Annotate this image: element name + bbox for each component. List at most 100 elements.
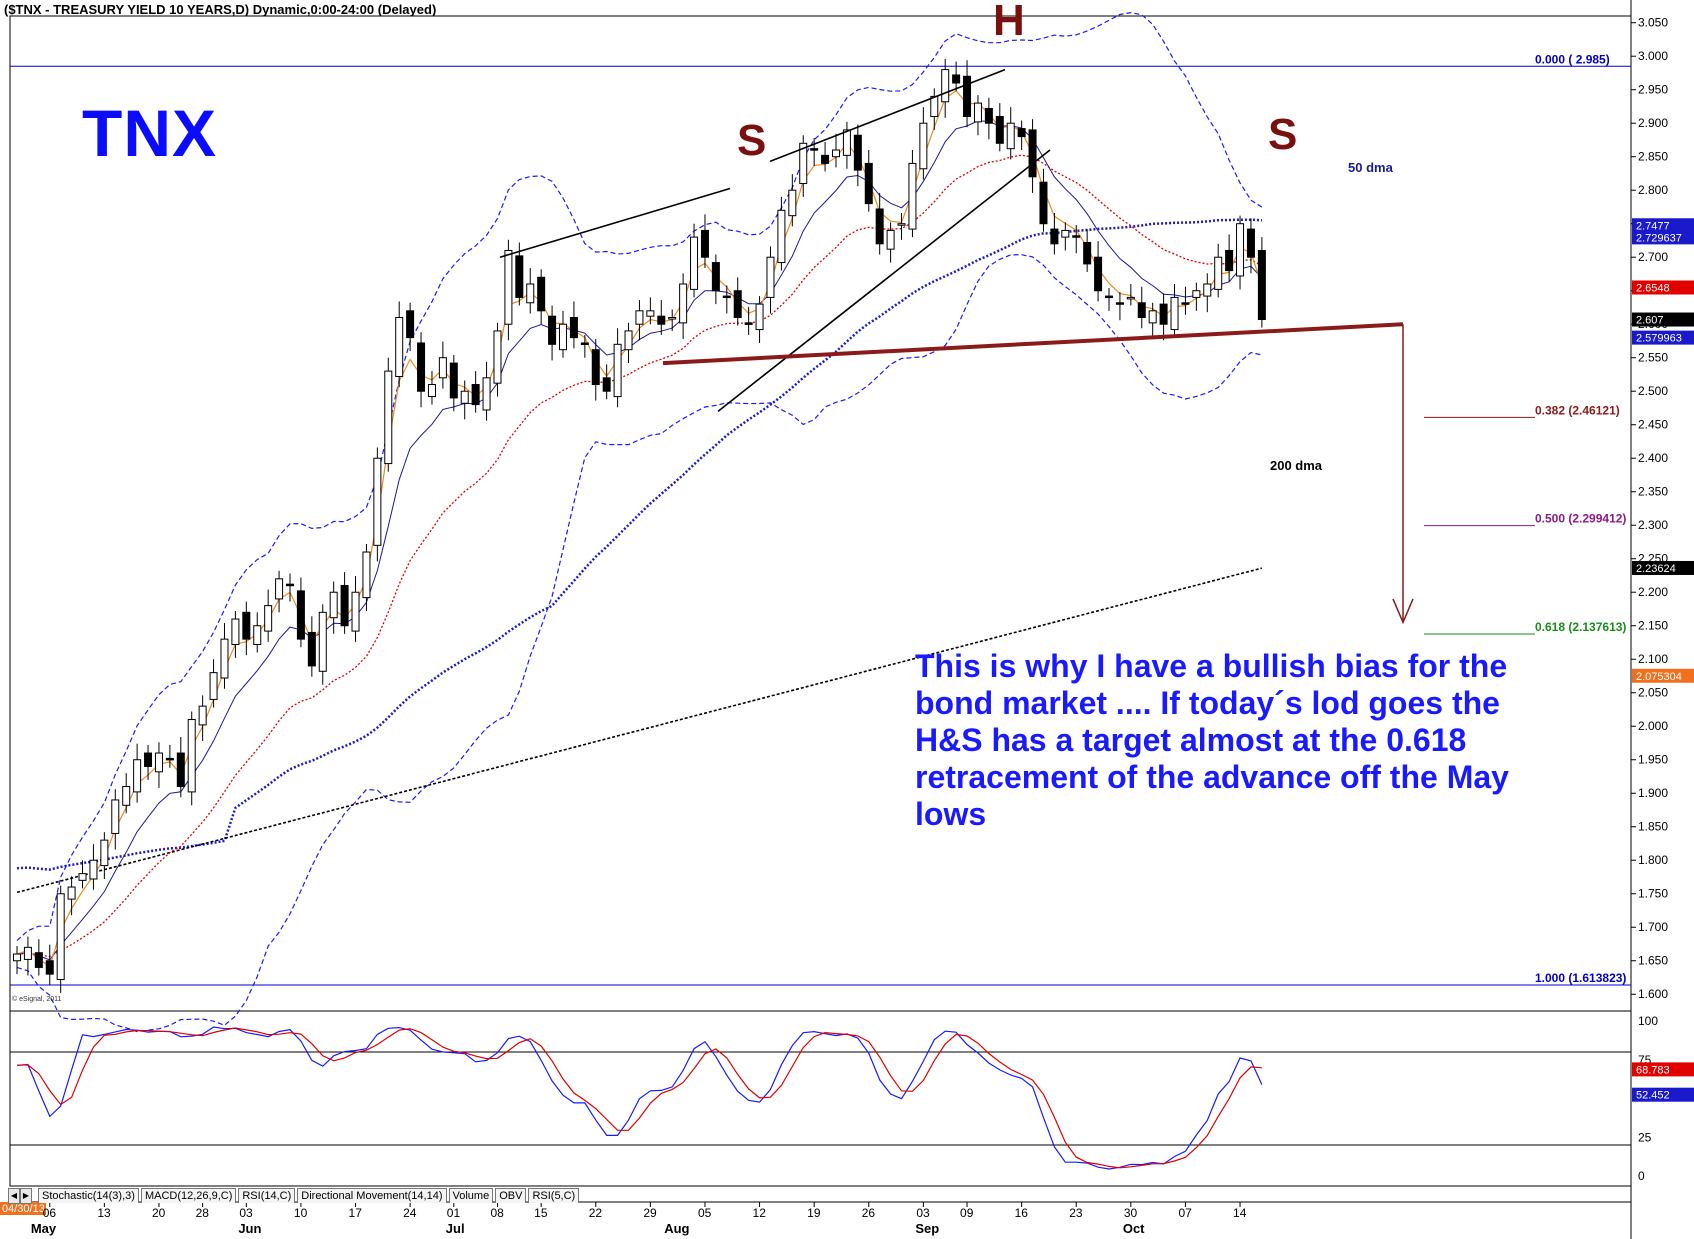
candle-body <box>569 317 578 339</box>
candle-body <box>832 149 840 158</box>
dma50-label: 50 dma <box>1348 160 1393 175</box>
tab-volume[interactable]: Volume <box>448 1188 494 1203</box>
candle-body <box>635 310 644 325</box>
candle-body <box>427 384 436 398</box>
candle-body <box>45 960 54 975</box>
y-tick-label: 2.300 <box>1638 518 1668 532</box>
candle-body <box>187 719 196 793</box>
candle-body <box>810 148 819 151</box>
candle-body <box>264 605 273 632</box>
price-badge-label: 2.23624 <box>1636 563 1676 575</box>
candle-body <box>777 209 786 264</box>
candle-body <box>417 342 426 392</box>
candle-body <box>963 75 972 118</box>
candle-body <box>1039 181 1048 225</box>
x-tick-label: 30 <box>1124 1206 1138 1220</box>
tab-stochastic[interactable]: Stochastic(14(3),3) <box>38 1188 139 1203</box>
candle-body <box>1137 302 1146 319</box>
candle-body <box>515 255 524 298</box>
candle-body <box>56 893 65 981</box>
y-tick-label: 1.650 <box>1638 954 1668 968</box>
candle-body <box>941 69 950 103</box>
candle-body <box>307 631 316 667</box>
ema-fast-line <box>16 89 1263 968</box>
price-badge <box>1632 312 1694 327</box>
candle-body <box>23 946 32 960</box>
price-badge-label: 2.607 <box>1636 315 1664 327</box>
y-tick-label: 3.050 <box>1638 16 1668 30</box>
y-tick-label: 2.150 <box>1638 619 1668 633</box>
y-tick-label: 2.350 <box>1638 485 1668 499</box>
y-tick-label: 1.700 <box>1638 920 1668 934</box>
tab-scroll-right-icon[interactable]: ▶ <box>20 1188 32 1204</box>
oscillator-panel-frame <box>9 1010 1632 1187</box>
x-tick-label: 09 <box>960 1206 974 1220</box>
x-month-label: Oct <box>1123 1221 1145 1236</box>
tab-rsi[interactable]: RSI(14,C) <box>238 1188 296 1203</box>
candle-body <box>460 390 469 404</box>
x-tick-label: 12 <box>753 1206 767 1220</box>
x-tick-label: 05 <box>698 1206 712 1220</box>
candle-body <box>1214 256 1223 290</box>
bollinger-upper-line <box>16 11 1263 942</box>
indicator-tabs: ◀ ▶ Stochastic(14(3),3) MACD(12,26,9,C) … <box>8 1188 581 1204</box>
candle-body <box>362 551 371 599</box>
candle-body <box>209 672 218 700</box>
commentary-note: This is why I have a bullish bias for th… <box>915 648 1509 832</box>
candle-body <box>1072 235 1081 238</box>
candle-body <box>406 310 415 339</box>
fib-label: 0.618 (2.137613) <box>1535 620 1626 634</box>
tab-macd[interactable]: MACD(12,26,9,C) <box>140 1188 237 1203</box>
copyright: © eSignal, 2011 <box>12 996 62 1003</box>
x-tick-label: 03 <box>239 1206 253 1220</box>
tab-scroll: ◀ ▶ <box>8 1188 32 1204</box>
fib-label: 0.500 (2.299412) <box>1535 512 1626 526</box>
candle-body <box>1148 310 1157 324</box>
candle-body <box>930 95 939 118</box>
candle-body <box>100 839 109 867</box>
y-tick-label: 2.200 <box>1638 585 1668 599</box>
candle-body <box>668 317 677 320</box>
osc-tick-label: 0 <box>1638 1169 1645 1183</box>
candle-body <box>1192 290 1201 298</box>
price-badge-label: 2.6548 <box>1636 282 1670 294</box>
candle-body <box>286 583 294 587</box>
candle-body <box>1017 128 1026 138</box>
tab-obv[interactable]: OBV <box>495 1188 527 1203</box>
x-tick-label: 15 <box>534 1206 548 1220</box>
candle-body <box>788 189 797 217</box>
candle-body <box>591 349 600 386</box>
x-tick-label: 23 <box>1069 1206 1083 1220</box>
candle-body <box>657 315 666 325</box>
candle-body <box>755 303 764 331</box>
right-shoulder-label: S <box>1268 110 1298 159</box>
x-tick-label: 29 <box>643 1206 657 1220</box>
axis-column <box>1631 0 1694 1239</box>
date-badge <box>0 1202 46 1215</box>
candle-body <box>952 74 961 84</box>
candle-body <box>799 142 808 185</box>
candle-body <box>154 752 163 773</box>
candle-body <box>198 705 207 726</box>
candle-body <box>373 457 382 546</box>
x-month-label: Sep <box>915 1221 939 1236</box>
tab-scroll-left-icon[interactable]: ◀ <box>8 1188 20 1204</box>
candle-body <box>744 322 753 325</box>
candle-body <box>1115 302 1124 305</box>
candle-body <box>176 752 185 788</box>
x-tick-label: 16 <box>1015 1206 1029 1220</box>
candle-body <box>646 310 655 317</box>
candle-body <box>133 759 142 793</box>
candle-body <box>340 585 349 627</box>
candle-body <box>67 886 76 900</box>
candle-body <box>821 154 830 164</box>
tab-rsi5[interactable]: RSI(5,C) <box>528 1188 580 1203</box>
y-tick-label: 2.000 <box>1638 719 1668 733</box>
fib-label: 0.000 ( 2.985) <box>1535 52 1610 66</box>
candle-body <box>853 134 862 171</box>
candle-body <box>559 323 567 351</box>
candle-body <box>1083 241 1092 265</box>
osc-tick-label: 25 <box>1638 1130 1652 1144</box>
tab-directional-movement[interactable]: Directional Movement(14,14) <box>297 1188 447 1203</box>
candle-body <box>984 107 993 124</box>
